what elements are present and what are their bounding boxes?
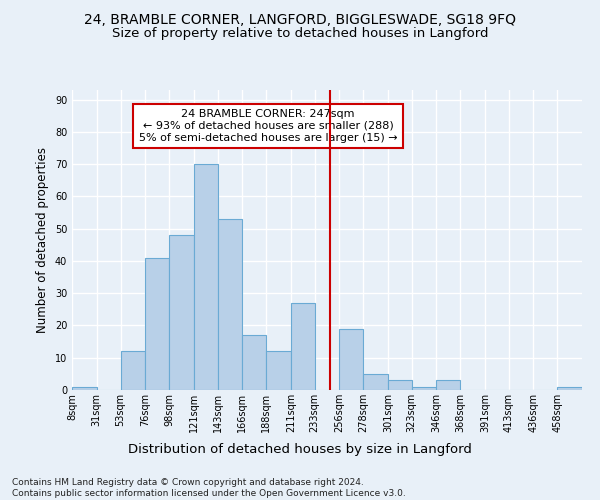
Text: 24, BRAMBLE CORNER, LANGFORD, BIGGLESWADE, SG18 9FQ: 24, BRAMBLE CORNER, LANGFORD, BIGGLESWAD… [84, 12, 516, 26]
Bar [194, 164, 218, 390]
Bar [121, 352, 145, 390]
Bar [340, 328, 363, 390]
Bar [363, 374, 388, 390]
Text: 24 BRAMBLE CORNER: 247sqm
← 93% of detached houses are smaller (288)
5% of semi-: 24 BRAMBLE CORNER: 247sqm ← 93% of detac… [139, 110, 398, 142]
Bar [388, 380, 412, 390]
Bar [412, 387, 436, 390]
Bar [557, 387, 582, 390]
Y-axis label: Number of detached properties: Number of detached properties [36, 147, 49, 333]
Text: Size of property relative to detached houses in Langford: Size of property relative to detached ho… [112, 28, 488, 40]
Bar [291, 303, 314, 390]
Bar [242, 335, 266, 390]
Bar [266, 352, 291, 390]
Bar [145, 258, 169, 390]
Bar [218, 219, 242, 390]
Bar [72, 387, 97, 390]
Text: Contains HM Land Registry data © Crown copyright and database right 2024.
Contai: Contains HM Land Registry data © Crown c… [12, 478, 406, 498]
Text: Distribution of detached houses by size in Langford: Distribution of detached houses by size … [128, 442, 472, 456]
Bar [169, 235, 194, 390]
Bar [436, 380, 460, 390]
